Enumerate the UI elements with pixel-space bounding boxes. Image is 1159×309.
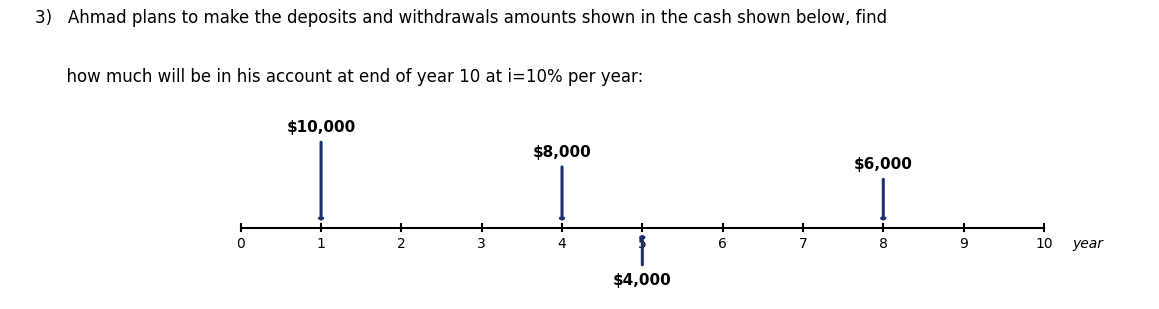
Text: $8,000: $8,000	[533, 145, 591, 160]
Text: how much will be in his account at end of year 10 at i=10% per year:: how much will be in his account at end o…	[35, 68, 643, 86]
Text: 8: 8	[879, 237, 888, 251]
Text: 5: 5	[637, 237, 647, 251]
Text: 4: 4	[557, 237, 567, 251]
Text: $10,000: $10,000	[286, 120, 356, 135]
Text: 3: 3	[478, 237, 486, 251]
Text: 1: 1	[316, 237, 326, 251]
Text: 2: 2	[398, 237, 406, 251]
Text: 9: 9	[960, 237, 968, 251]
Text: 7: 7	[799, 237, 808, 251]
Text: $6,000: $6,000	[854, 157, 913, 172]
Text: $4,000: $4,000	[613, 273, 672, 288]
Text: 10: 10	[1035, 237, 1052, 251]
Text: 3)   Ahmad plans to make the deposits and withdrawals amounts shown in the cash : 3) Ahmad plans to make the deposits and …	[35, 9, 887, 27]
Text: year: year	[1072, 237, 1103, 251]
Text: 0: 0	[236, 237, 245, 251]
Text: 6: 6	[719, 237, 727, 251]
